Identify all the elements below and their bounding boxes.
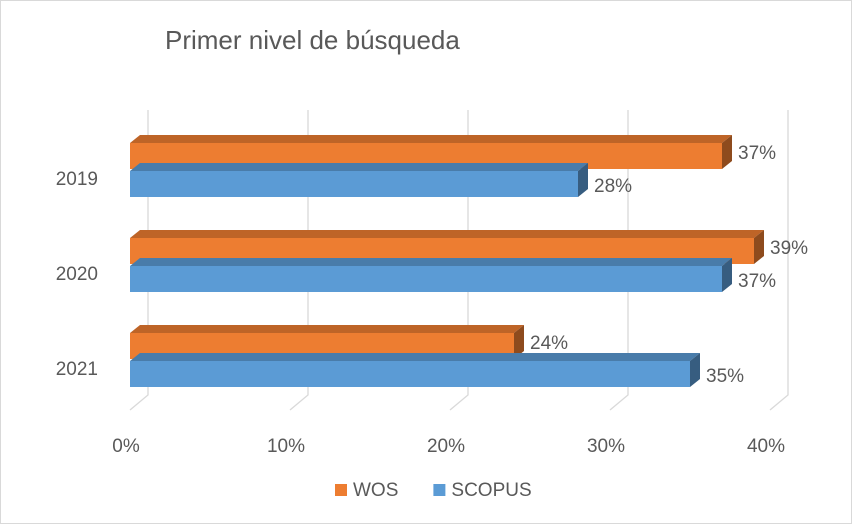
data-label: 37% (738, 271, 776, 292)
bar (130, 171, 578, 197)
bar-top (130, 135, 732, 143)
bar-side (690, 353, 700, 387)
y-tick-label: 2019 (56, 169, 98, 190)
bar-side (514, 325, 524, 359)
data-label: 37% (738, 143, 776, 164)
bar (130, 361, 690, 387)
x-tick-label: 20% (427, 436, 465, 457)
chart-title: Primer nivel de búsqueda (165, 25, 460, 55)
bar-top (130, 325, 524, 333)
bar-side (722, 135, 732, 169)
bar-top (130, 353, 700, 361)
bar-top (130, 230, 764, 238)
grid-line (769, 110, 789, 411)
bar (130, 266, 722, 292)
bar-top (130, 163, 588, 171)
legend-swatch (433, 484, 446, 496)
data-label: 35% (706, 366, 744, 387)
y-tick-label: 2021 (56, 359, 98, 380)
data-label: 28% (594, 176, 632, 197)
x-tick-label: 0% (112, 436, 140, 457)
data-label: 24% (530, 333, 568, 354)
legend-label: SCOPUS (451, 480, 531, 501)
legend-swatch (335, 484, 347, 496)
x-tick-label: 10% (267, 436, 305, 457)
x-tick-label: 40% (747, 436, 785, 457)
grid-line (609, 110, 629, 411)
bar-side (754, 230, 764, 264)
bar-side (722, 258, 732, 292)
bar-side (578, 163, 588, 197)
grid-line (449, 110, 469, 411)
x-tick-label: 30% (587, 436, 625, 457)
data-label: 39% (770, 238, 808, 259)
legend-label: WOS (353, 480, 398, 501)
bar-top (130, 258, 732, 266)
grid-line (129, 110, 149, 411)
grid-line (289, 110, 309, 411)
y-tick-label: 2020 (56, 264, 98, 285)
